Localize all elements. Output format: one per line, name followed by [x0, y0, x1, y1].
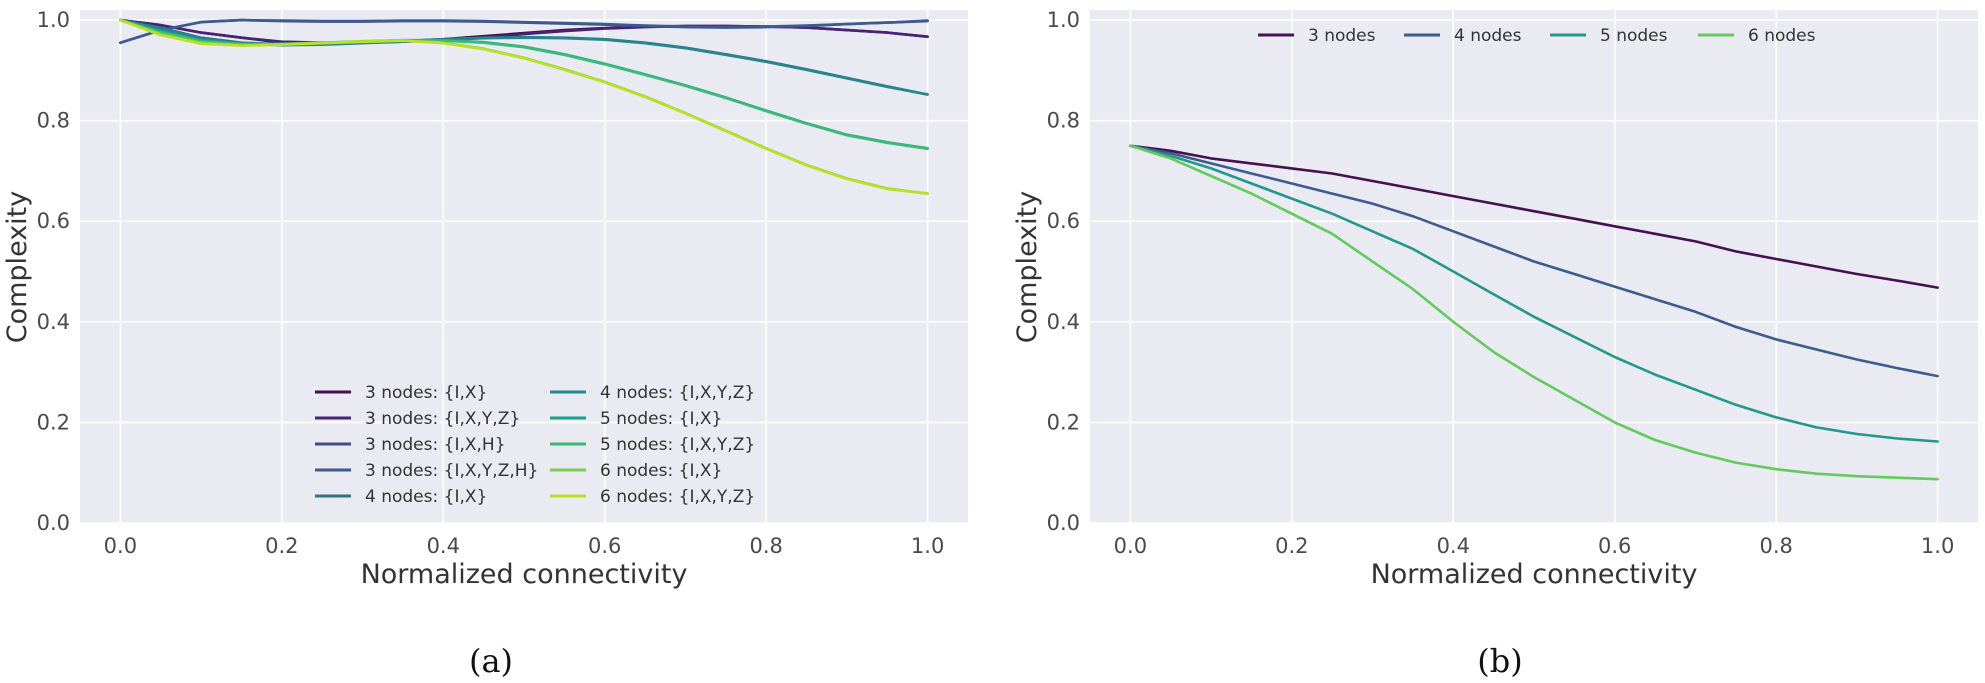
legend-b: 3 nodes 4 nodes 5 nodes 6 nodes: [1258, 26, 1816, 46]
y-tick-label: 0.4: [1047, 310, 1080, 334]
y-tick-label: 0.0: [1047, 511, 1080, 535]
legend-label: 5 nodes: {I,X,Y,Z}: [600, 435, 755, 455]
grid-b: [1090, 10, 1978, 524]
panel-b: 0.0 0.2 0.4 0.6 0.8 1.0 0.0 0.2 0.4 0.6 0.8 1.0 No…: [1012, 8, 1978, 680]
series-lines-a: [119, 18, 929, 195]
y-tick-label: 0.2: [1047, 410, 1080, 434]
series-line-b-2: [1129, 144, 1939, 443]
legend-label: 6 nodes: [1748, 26, 1816, 46]
x-tick-label: 0.2: [265, 534, 298, 558]
legend-label: 6 nodes: {I,X,Y,Z}: [600, 487, 755, 507]
legend-label: 3 nodes: {I,X,Y,Z}: [365, 409, 520, 429]
x-tick-label: 0.6: [588, 534, 621, 558]
plot-area-a: [80, 10, 968, 523]
y-tick-label: 0.8: [1047, 109, 1080, 133]
caption-b: (b): [1477, 642, 1522, 680]
y-ticks-a: 0.0 0.2 0.4 0.6 0.8 1.0: [37, 8, 70, 535]
series-line-b-0: [1129, 144, 1939, 289]
y-tick-label: 1.0: [1047, 8, 1080, 32]
series-lines-b: [1129, 144, 1939, 481]
series-line-a-9: [119, 18, 929, 195]
x-tick-label: 0.0: [1114, 534, 1147, 558]
x-axis-label-b: Normalized connectivity: [1371, 559, 1698, 590]
legend-label: 3 nodes: [1308, 26, 1376, 46]
y-ticks-b: 0.0 0.2 0.4 0.6 0.8 1.0: [1047, 8, 1080, 535]
plot-area-b: [1090, 10, 1978, 523]
x-tick-label: 0.4: [1437, 534, 1470, 558]
legend-label: 6 nodes: {I,X}: [600, 461, 722, 481]
x-tick-label: 1.0: [1921, 534, 1954, 558]
y-tick-label: 0.4: [37, 310, 70, 334]
y-axis-label-a: Complexity: [2, 191, 33, 344]
x-tick-label: 0.8: [1759, 534, 1792, 558]
caption-a: (a): [469, 642, 513, 680]
x-ticks-a: 0.0 0.2 0.4 0.6 0.8 1.0: [104, 534, 945, 558]
legend-label: 3 nodes: {I,X,Y,Z,H}: [365, 461, 538, 481]
y-tick-label: 0.0: [37, 511, 70, 535]
series-line-a-3: [119, 18, 929, 45]
legend-label: 3 nodes: {I,X,H}: [365, 435, 506, 455]
series-line-b-3: [1129, 144, 1939, 481]
x-ticks-b: 0.0 0.2 0.4 0.6 0.8 1.0: [1114, 534, 1955, 558]
y-axis-label-b: Complexity: [1012, 191, 1043, 344]
x-tick-label: 1.0: [911, 534, 944, 558]
y-tick-label: 1.0: [37, 8, 70, 32]
x-axis-label-a: Normalized connectivity: [361, 559, 688, 590]
x-tick-label: 0.4: [427, 534, 460, 558]
x-tick-label: 0.6: [1598, 534, 1631, 558]
legend-label: 5 nodes: [1600, 26, 1668, 46]
legend-label: 3 nodes: {I,X}: [365, 383, 487, 403]
y-tick-label: 0.2: [37, 410, 70, 434]
x-tick-label: 0.2: [1275, 534, 1308, 558]
x-tick-label: 0.8: [749, 534, 782, 558]
y-tick-label: 0.6: [37, 209, 70, 233]
legend-label: 4 nodes: {I,X,Y,Z}: [600, 383, 755, 403]
legend-a: 3 nodes: {I,X} 3 nodes: {I,X,Y,Z} 3 nodes:…: [315, 383, 755, 507]
y-tick-label: 0.8: [37, 109, 70, 133]
series-line-b-1: [1129, 144, 1939, 378]
x-tick-label: 0.0: [104, 534, 137, 558]
legend-label: 4 nodes: [1454, 26, 1522, 46]
legend-label: 4 nodes: {I,X}: [365, 487, 487, 507]
y-tick-label: 0.6: [1047, 209, 1080, 233]
panel-a: 0.0 0.2 0.4 0.6 0.8 1.0 0.0 0.2 0.4 0.6 0.8 1.0 No…: [2, 8, 968, 680]
legend-label: 5 nodes: {I,X}: [600, 409, 722, 429]
